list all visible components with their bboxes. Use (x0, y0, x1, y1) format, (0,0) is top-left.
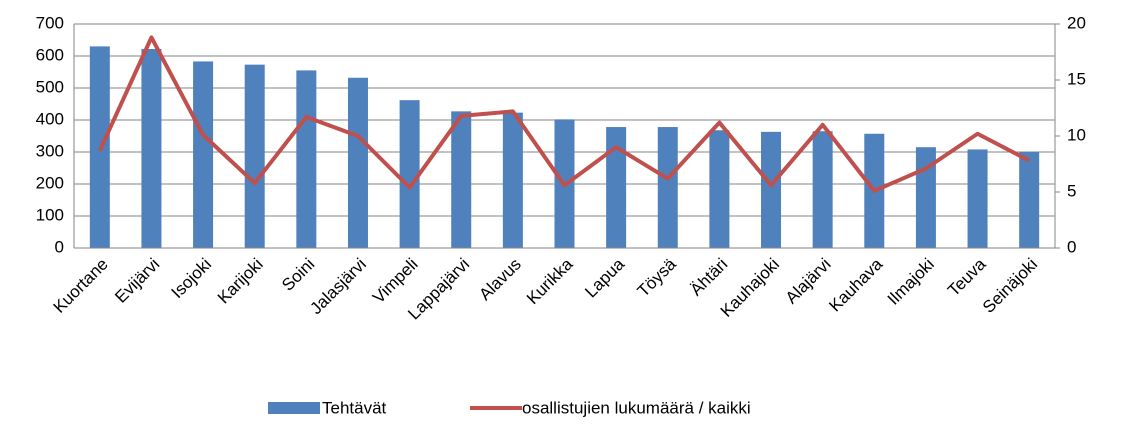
bar (347, 77, 368, 248)
y-tick-label: 500 (36, 77, 64, 96)
legend-swatch (268, 402, 320, 414)
bar (761, 131, 782, 248)
bar (709, 130, 730, 248)
bar (967, 149, 988, 248)
x-tick-label: Kurikka (523, 254, 577, 308)
x-tick-label: Töysä (634, 254, 681, 301)
bar (296, 70, 317, 249)
y-tick-label: 0 (55, 237, 64, 256)
y-tick-label: 600 (36, 45, 64, 64)
bar (606, 127, 627, 248)
y2-tick-label: 15 (1067, 69, 1086, 88)
y2-tick-label: 0 (1067, 237, 1076, 256)
x-tick-label: Karijoki (214, 255, 267, 308)
x-tick-label: Ähtäri (687, 255, 732, 300)
y-tick-label: 300 (36, 141, 64, 160)
bar (1019, 152, 1040, 248)
line (97, 35, 1031, 193)
x-tick-label: Kauhava (825, 254, 886, 315)
x-tick-label: Soini (278, 255, 318, 295)
y2-tick-label: 20 (1067, 13, 1086, 32)
bar (502, 112, 523, 248)
legend-label: Tehtävät (322, 398, 387, 417)
x-tick-label: Kuortane (50, 255, 112, 317)
y-tick-label: 200 (36, 173, 64, 192)
y-tick-label: 100 (36, 205, 64, 224)
x-tick-label: Seinäjoki (979, 255, 1041, 317)
y-tick-label: 400 (36, 109, 64, 128)
y2-tick-label: 5 (1067, 181, 1076, 200)
legend-label: osallistujien lukumäärä / kaikki (522, 398, 751, 417)
x-tick-label: Evijärvi (111, 255, 163, 307)
bar (812, 131, 833, 248)
x-tick-label: Isojoki (168, 255, 216, 303)
y-tick-label: 700 (36, 13, 64, 32)
bar (141, 48, 162, 249)
x-tick-label: Teuva (944, 254, 990, 300)
x-tick-label: Lapua (581, 254, 628, 301)
bar (399, 100, 420, 248)
y2-tick-label: 10 (1067, 125, 1086, 144)
x-tick-label: Alavus (475, 255, 525, 305)
bar (451, 111, 472, 248)
x-tick-label: Jalasjärvi (306, 255, 370, 319)
bar (657, 127, 678, 248)
bar (244, 64, 265, 248)
bar (193, 61, 214, 248)
x-tick-label: Ilmajoki (884, 255, 938, 309)
